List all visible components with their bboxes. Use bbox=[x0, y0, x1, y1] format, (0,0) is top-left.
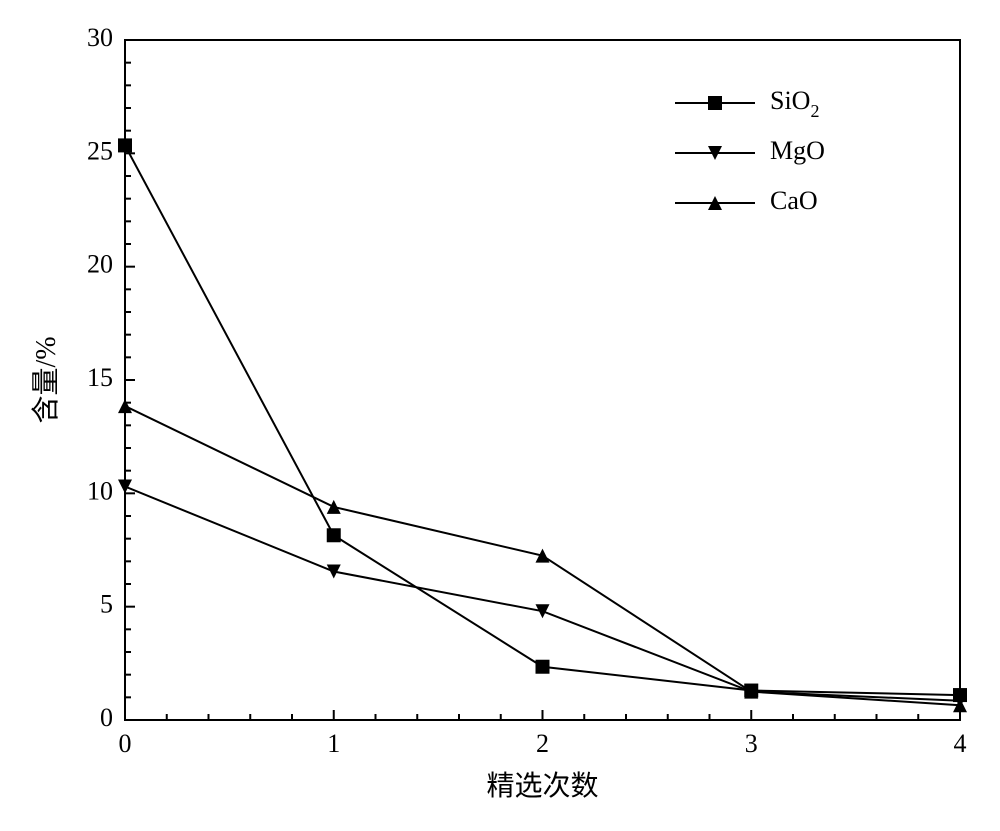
svg-text:10: 10 bbox=[87, 476, 113, 505]
svg-text:30: 30 bbox=[87, 23, 113, 52]
svg-text:20: 20 bbox=[87, 250, 113, 279]
svg-text:5: 5 bbox=[100, 590, 113, 619]
chart-container: 05101520253001234精选次数含量/%SiO2MgOCaO bbox=[0, 0, 1000, 831]
svg-text:0: 0 bbox=[100, 703, 113, 732]
chart-svg: 05101520253001234精选次数含量/%SiO2MgOCaO bbox=[0, 0, 1000, 831]
svg-text:15: 15 bbox=[87, 363, 113, 392]
svg-text:0: 0 bbox=[119, 729, 132, 758]
svg-text:25: 25 bbox=[87, 136, 113, 165]
svg-text:1: 1 bbox=[327, 729, 340, 758]
svg-text:4: 4 bbox=[954, 729, 967, 758]
x-axis-label: 精选次数 bbox=[486, 770, 598, 802]
svg-text:MgO: MgO bbox=[770, 136, 825, 165]
svg-text:3: 3 bbox=[745, 729, 758, 758]
svg-text:2: 2 bbox=[536, 729, 549, 758]
y-axis-label: 含量/% bbox=[30, 336, 62, 423]
svg-text:CaO: CaO bbox=[770, 186, 818, 215]
